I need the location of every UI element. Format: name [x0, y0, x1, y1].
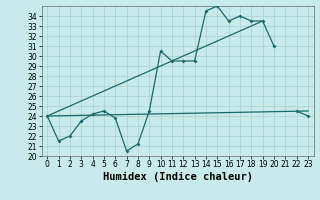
X-axis label: Humidex (Indice chaleur): Humidex (Indice chaleur): [103, 172, 252, 182]
